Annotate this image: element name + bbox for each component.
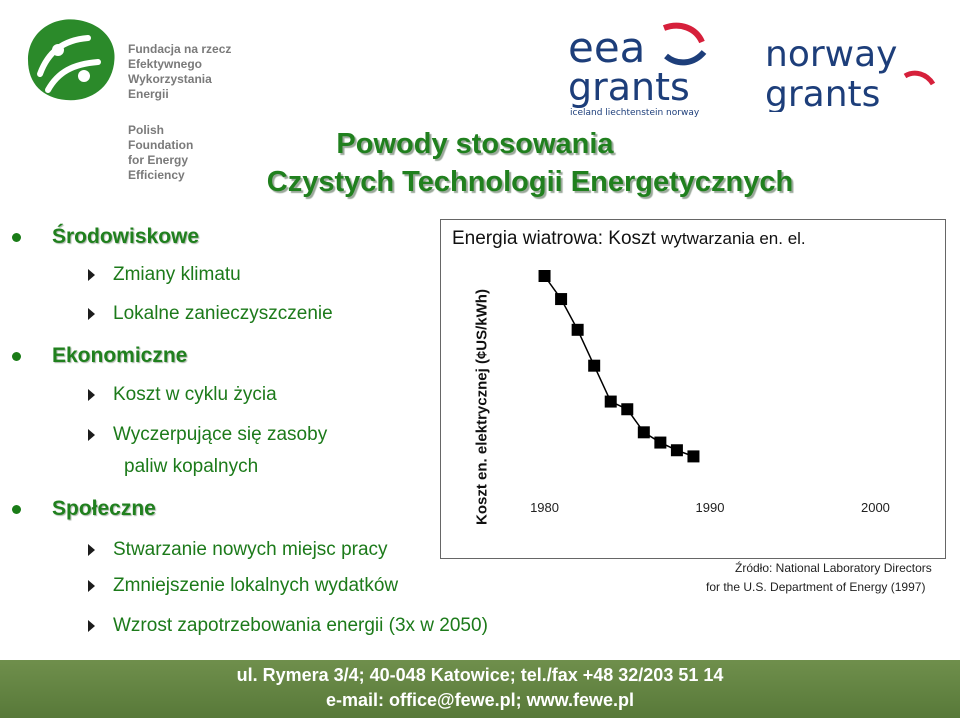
footer-contact: e-mail: office@fewe.pl; www.fewe.pl xyxy=(326,690,634,710)
fewe-english-name: Polish Foundation for Energy Efficiency xyxy=(128,123,194,182)
x-tick-label: 2000 xyxy=(861,500,890,512)
arrow-bullet-icon xyxy=(88,620,95,632)
heading-economic: Ekonomiczne xyxy=(52,344,188,367)
eea-grants-logo-icon: eea grants iceland liechtenstein norway xyxy=(568,22,707,118)
svg-text:eea: eea xyxy=(568,23,645,72)
fewe-polish-name: Fundacja na rzecz Efektywnego Wykorzystan… xyxy=(128,42,232,101)
bullet-dot-icon xyxy=(12,505,21,514)
wind-cost-line-chart: 010203040198019902000Lata xyxy=(530,270,890,512)
data-point xyxy=(670,444,683,457)
data-point xyxy=(621,403,634,416)
data-point xyxy=(654,436,667,449)
arrow-bullet-icon xyxy=(88,389,95,401)
data-point xyxy=(571,323,584,336)
chart-title: Energia wiatrowa: Koszt wytwarzania en. … xyxy=(452,228,806,249)
item-local-expenses: Zmniejszenie lokalnych wydatków xyxy=(113,575,399,596)
arrow-bullet-icon xyxy=(88,269,95,281)
slide-title-line1: Powody stosowania xyxy=(336,128,614,160)
chart-y-axis-label: Koszt en. elektrycznej (¢US/kWh) xyxy=(473,289,491,525)
data-point xyxy=(588,359,601,372)
item-life-cycle-cost: Koszt w cyklu życia xyxy=(113,384,277,405)
item-energy-demand: Wzrost zapotrzebowania energii (3x w 205… xyxy=(113,615,488,636)
arrow-bullet-icon xyxy=(88,429,95,441)
item-climate-change: Zmiany klimatu xyxy=(113,264,241,285)
item-depleting-resources: Wyczerpujące się zasoby xyxy=(113,424,328,445)
item-local-pollution: Lokalne zanieczyszczenie xyxy=(113,303,333,324)
footer-bar: ul. Rymera 3/4; 40-048 Katowice; tel./fa… xyxy=(0,660,960,718)
chart-frame xyxy=(440,219,946,559)
item-depleting-resources-cont: paliw kopalnych xyxy=(124,456,259,477)
arrow-bullet-icon xyxy=(88,544,95,556)
series-line xyxy=(543,275,694,458)
slide-title-line2: Czystych Technologii Energetycznych xyxy=(266,166,794,198)
svg-text:grants: grants xyxy=(568,65,690,109)
x-tick-label: 1980 xyxy=(530,500,559,512)
heading-social: Społeczne xyxy=(52,497,156,520)
fewe-logo-icon xyxy=(26,18,115,102)
norway-grants-logo-icon: norway grants xyxy=(765,34,936,112)
svg-text:norway: norway xyxy=(765,34,897,75)
svg-text:iceland liechtenstein norway: iceland liechtenstein norway xyxy=(570,108,700,118)
source-line2: for the U.S. Department of Energy (1997) xyxy=(706,580,926,594)
source-line1: Źródło: National Laboratory Directors xyxy=(735,561,932,575)
data-point xyxy=(687,450,700,463)
data-point xyxy=(604,395,617,408)
x-tick-label: 1990 xyxy=(696,500,725,512)
arrow-bullet-icon xyxy=(88,308,95,320)
arrow-bullet-icon xyxy=(88,580,95,592)
item-new-jobs: Stwarzanie nowych miejsc pracy xyxy=(113,539,388,560)
heading-environmental: Środowiskowe xyxy=(52,225,200,248)
footer-address: ul. Rymera 3/4; 40-048 Katowice; tel./fa… xyxy=(236,665,724,685)
svg-text:grants: grants xyxy=(765,74,880,112)
bullet-dot-icon xyxy=(12,352,21,361)
bullet-dot-icon xyxy=(12,233,21,242)
data-point xyxy=(555,293,568,306)
data-point xyxy=(538,270,551,282)
data-point xyxy=(637,426,650,439)
